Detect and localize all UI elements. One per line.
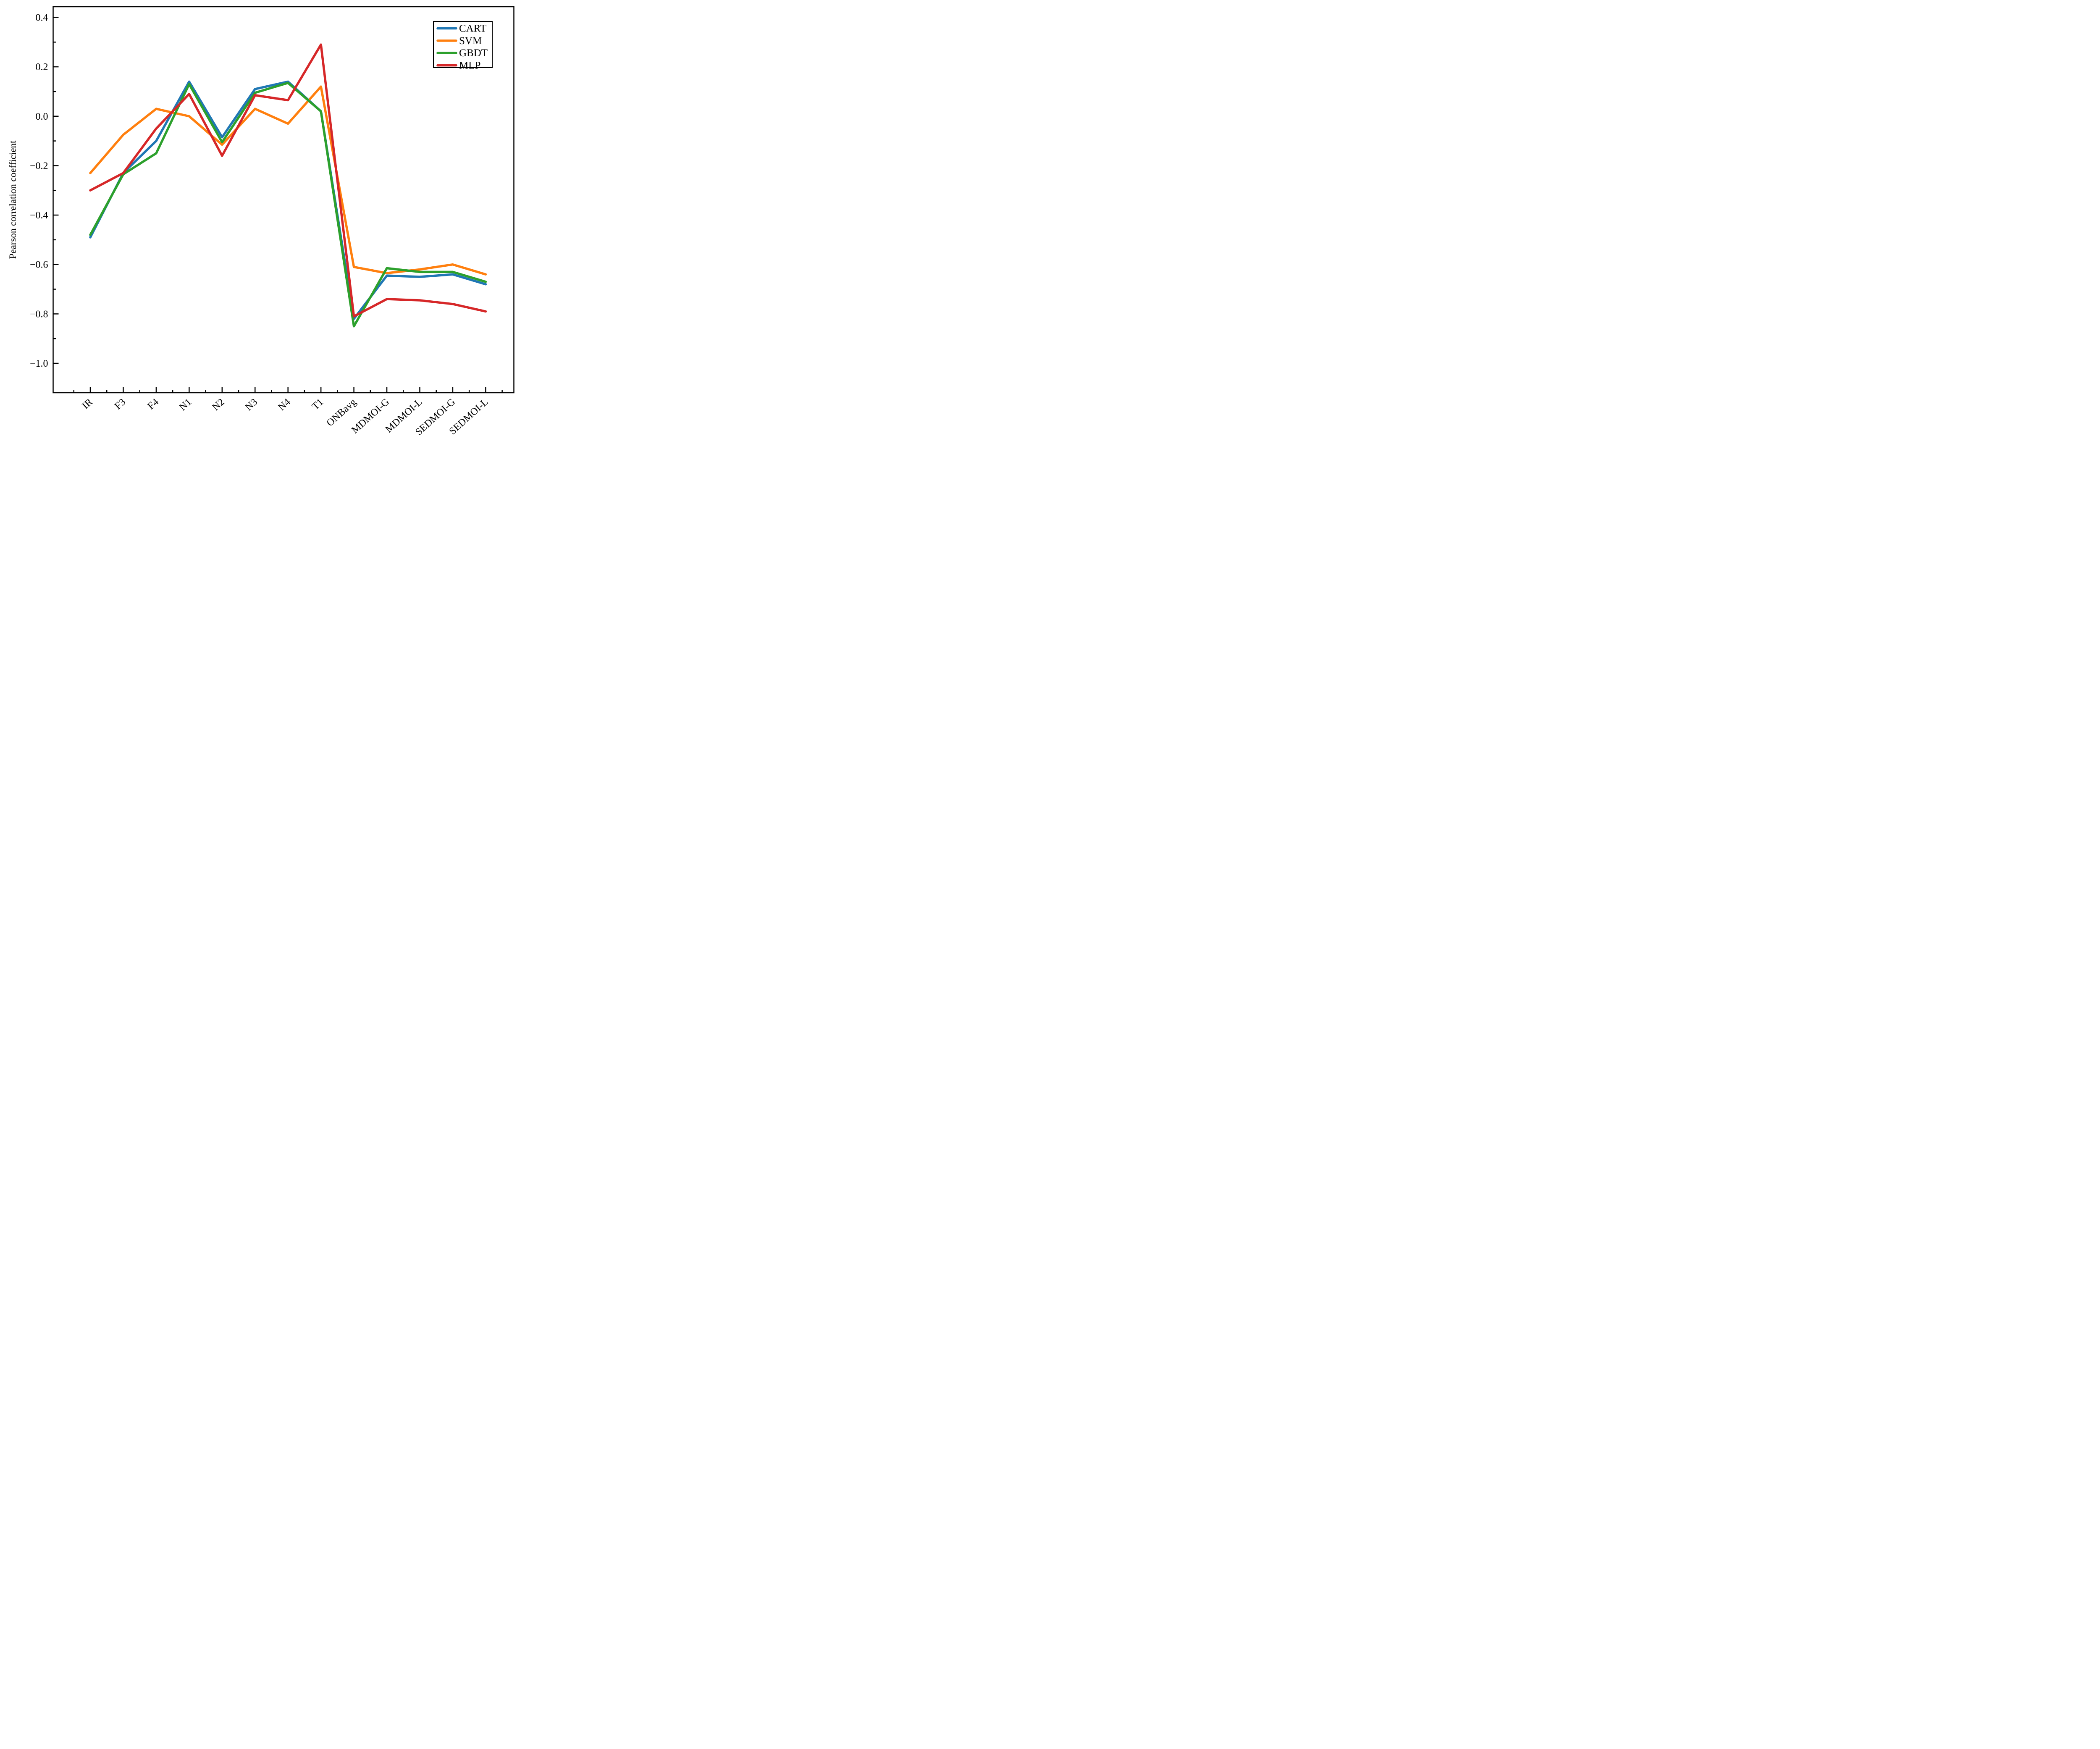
y-tick-label: −0.6 bbox=[30, 260, 48, 270]
series-line-mlp bbox=[89, 43, 487, 318]
line-chart: 0.4 0.2 0.0 −0.2 −0.4 −0.6 −0.8 −1.0 IR F3 F4 N1 N2 N… bbox=[8, 6, 514, 437]
x-tick-label: IR bbox=[80, 397, 95, 411]
legend-label: SVM bbox=[459, 35, 482, 47]
y-tick-label: 0.4 bbox=[36, 12, 48, 23]
y-tick-label: −1.0 bbox=[30, 358, 48, 369]
x-tick-label: N1 bbox=[177, 397, 194, 413]
legend-label: MLP bbox=[459, 60, 480, 71]
y-tick-label: 0.0 bbox=[36, 111, 48, 122]
x-tick-label: T1 bbox=[310, 397, 326, 412]
x-tick-label: F4 bbox=[146, 397, 161, 412]
plot-frame bbox=[52, 6, 514, 394]
x-tick-label: N2 bbox=[210, 397, 227, 413]
y-tick-label: −0.2 bbox=[30, 160, 48, 171]
series-line-svm bbox=[89, 85, 487, 276]
series-line-cart bbox=[89, 80, 487, 320]
y-axis-title: Pearson correlation coefficient bbox=[8, 140, 18, 259]
y-tick-label: −0.8 bbox=[30, 309, 48, 320]
x-tick-label: F3 bbox=[113, 397, 128, 412]
legend-item-gbdt: GBDT bbox=[436, 47, 488, 59]
x-tick-label: N3 bbox=[243, 397, 260, 413]
x-tick-label: N4 bbox=[276, 397, 293, 413]
legend-label: CART bbox=[459, 23, 486, 34]
y-tick-label: −0.4 bbox=[30, 210, 48, 221]
legend-item-svm: SVM bbox=[436, 35, 482, 47]
legend-label: GBDT bbox=[459, 47, 488, 59]
figure-canvas: 0.4 0.2 0.0 −0.2 −0.4 −0.6 −0.8 −1.0 IR F3 F4 N1 N2 N… bbox=[0, 0, 540, 437]
series-line-gbdt bbox=[89, 81, 487, 328]
legend-item-mlp: MLP bbox=[436, 60, 480, 71]
y-tick-label: 0.2 bbox=[36, 62, 48, 73]
legend-item-cart: CART bbox=[436, 23, 486, 34]
